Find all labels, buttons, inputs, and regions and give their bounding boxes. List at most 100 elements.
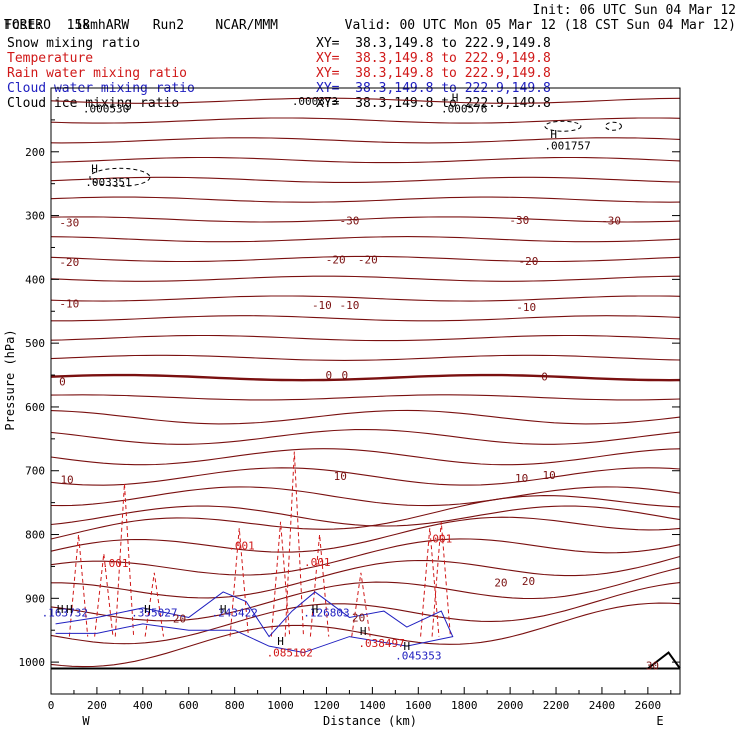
temperature-label: -20 [59, 256, 79, 269]
isotherm-line [50, 448, 681, 466]
y-tick-label: 900 [25, 592, 45, 605]
x-axis-label: Distance (km) [323, 714, 417, 728]
isotherm-line [50, 429, 681, 445]
y-tick-label: 700 [25, 465, 45, 478]
rain-contour [420, 528, 440, 637]
snow-ice-max-label: .000530 [83, 102, 129, 115]
isotherm-line [50, 137, 681, 144]
cloud-water-max-label: .243422 [211, 606, 257, 619]
high-marker: H [57, 603, 64, 616]
x-right-end: E [656, 714, 663, 728]
x-tick-label: 1200 [313, 699, 340, 712]
rain-contour [114, 483, 135, 637]
high-marker: H [404, 640, 411, 653]
snow-contour [604, 121, 622, 131]
temperature-label: 0 [59, 375, 66, 388]
chart-labels: -30 -30 -30 -30-20 -20 -20 -20-10 -10 -10 -100 0 0 0… [42, 92, 659, 673]
high-marker: H [91, 162, 98, 175]
isotherm-line [50, 602, 681, 668]
header-line-2: Fcst: 18 h [4, 18, 106, 33]
isotherm-line [50, 255, 681, 263]
temperature-label: 10 [543, 469, 556, 482]
temperature-label: -10 [59, 298, 79, 311]
temperature-label: -30 [509, 214, 529, 227]
y-tick-label: 600 [25, 401, 45, 414]
field-xy-snow: XY= 38.3,149.8 to 222.9,149.8 [316, 36, 551, 51]
field-name-snow: Snow mixing ratio [7, 36, 141, 51]
field-name-temperature: Temperature [7, 51, 94, 66]
isotherm-line [50, 467, 681, 486]
x-tick-label: 2200 [543, 699, 570, 712]
valid-time: Valid: 00 UTC Mon 05 Mar 12 (18 CST Sun … [344, 18, 736, 33]
snow-contour [89, 167, 151, 187]
y-axis-label: Pressure (hPa) [3, 329, 17, 430]
temperature-label: 10 [515, 472, 528, 485]
cloud-water-max-label: .045353 [395, 650, 441, 663]
x-tick-label: 200 [87, 699, 107, 712]
isotherm-line [50, 354, 681, 361]
temperature-label: 0 [342, 369, 349, 382]
rain-max-label: .085102 [267, 647, 313, 660]
x-tick-label: 400 [133, 699, 153, 712]
isotherm-line [50, 486, 681, 507]
snow-ice-max-label: .000373 [292, 95, 338, 108]
temperature-label: -30 [59, 217, 79, 230]
x-left-end: W [82, 714, 90, 728]
isotherm-line [50, 216, 681, 223]
temperature-label: 20 [494, 576, 507, 589]
temperature-label: -10 [339, 299, 359, 312]
rain-contour [309, 534, 330, 637]
rain-contour [229, 528, 249, 637]
temperature-label: 20 [173, 613, 186, 626]
run-label: Run2 [152, 18, 185, 33]
temperature-label: -10 [516, 301, 536, 314]
temperature-label: -20 [326, 254, 346, 267]
x-tick-label: 1000 [267, 699, 294, 712]
rain-label: .001 [102, 557, 129, 570]
snow-ice-max-label: .003351 [85, 176, 131, 189]
plot-frame [50, 87, 681, 695]
rain-label: .001 [304, 556, 331, 569]
x-tick-label: 600 [179, 699, 199, 712]
fcst-value: 18 h [74, 18, 106, 33]
x-tick-label: 1800 [451, 699, 478, 712]
temperature-label: -10 [312, 299, 332, 312]
snow-ice-max-label: .000576 [441, 102, 487, 115]
x-tick-label: 2600 [635, 699, 662, 712]
isotherm-lines [50, 97, 681, 670]
temperature-label: -20 [358, 254, 378, 267]
high-marker: H [144, 603, 151, 616]
field-name-cloud-ice: Cloud ice mixing ratio [7, 96, 180, 111]
rain-contour [68, 534, 89, 637]
high-marker: H [360, 625, 367, 638]
isotherm-line [50, 196, 681, 203]
high-marker: H [452, 92, 459, 105]
org-label: NCAR/MMM [215, 18, 278, 33]
isotherm-line [50, 495, 681, 540]
temperature-label: 20 [352, 611, 365, 624]
temperature-label: 30 [646, 659, 659, 672]
y-tick-label: 1000 [19, 656, 46, 669]
isotherm-line [50, 236, 681, 243]
high-marker: H [312, 603, 319, 616]
isotherm-line [50, 176, 681, 183]
isotherm-line [50, 505, 681, 527]
x-tick-label: 0 [48, 699, 55, 712]
terrain-peak [647, 651, 681, 670]
isotherm-line [50, 97, 681, 104]
isotherm-line [50, 295, 681, 302]
isotherm-line [50, 516, 681, 553]
snow-ice-max-label: .001757 [544, 139, 590, 152]
model-name: TORERO [4, 18, 51, 33]
rain-label: .001 [426, 532, 453, 545]
rain-contour [144, 572, 164, 637]
field-xy-rain: XY= 38.3,149.8 to 222.9,149.8 [316, 66, 551, 81]
temperature-label: 20 [522, 575, 535, 588]
init-time: Init: 06 UTC Sun 04 Mar 12 [532, 3, 737, 18]
high-marker: H [220, 603, 227, 616]
y-tick-label: 500 [25, 337, 45, 350]
rain-contour [431, 521, 451, 637]
rain-contour [284, 451, 305, 637]
rain-label: .001 [228, 539, 255, 552]
field-name-rain: Rain water mixing ratio [7, 66, 188, 81]
